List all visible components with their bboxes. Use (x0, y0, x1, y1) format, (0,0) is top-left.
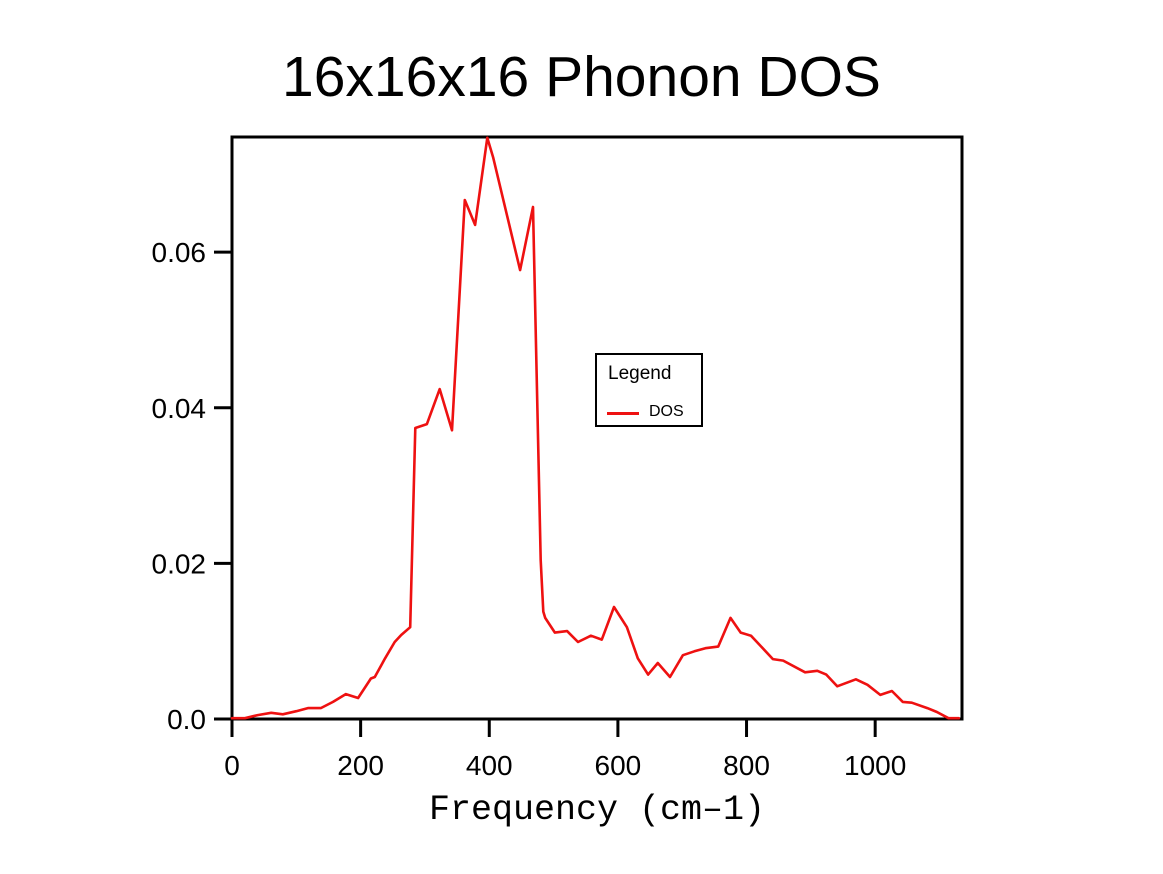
y-tick-label: 0.0 (167, 704, 206, 735)
plot-frame (230, 135, 964, 721)
legend-box: Legend DOS (595, 353, 703, 427)
x-tick-label: 600 (595, 750, 642, 781)
dos-curve (230, 136, 961, 720)
x-tick-label: 800 (723, 750, 770, 781)
legend-title: Legend (608, 363, 672, 384)
x-tick-label: 0 (224, 750, 240, 781)
x-tick-label: 400 (466, 750, 513, 781)
y-tick-label: 0.06 (152, 237, 207, 268)
y-tick-label: 0.02 (152, 548, 207, 579)
x-tick-label: 1000 (844, 750, 906, 781)
legend-line-swatch (607, 412, 639, 415)
x-axis-label: Frequency (cm–1) (428, 790, 766, 830)
y-tick-label: 0.04 (152, 393, 207, 424)
legend-entry-label: DOS (649, 403, 684, 420)
chart-title: 16x16x16 Phonon DOS (282, 45, 881, 109)
x-tick-label: 200 (337, 750, 384, 781)
legend-entry-dos: DOS (597, 403, 701, 423)
